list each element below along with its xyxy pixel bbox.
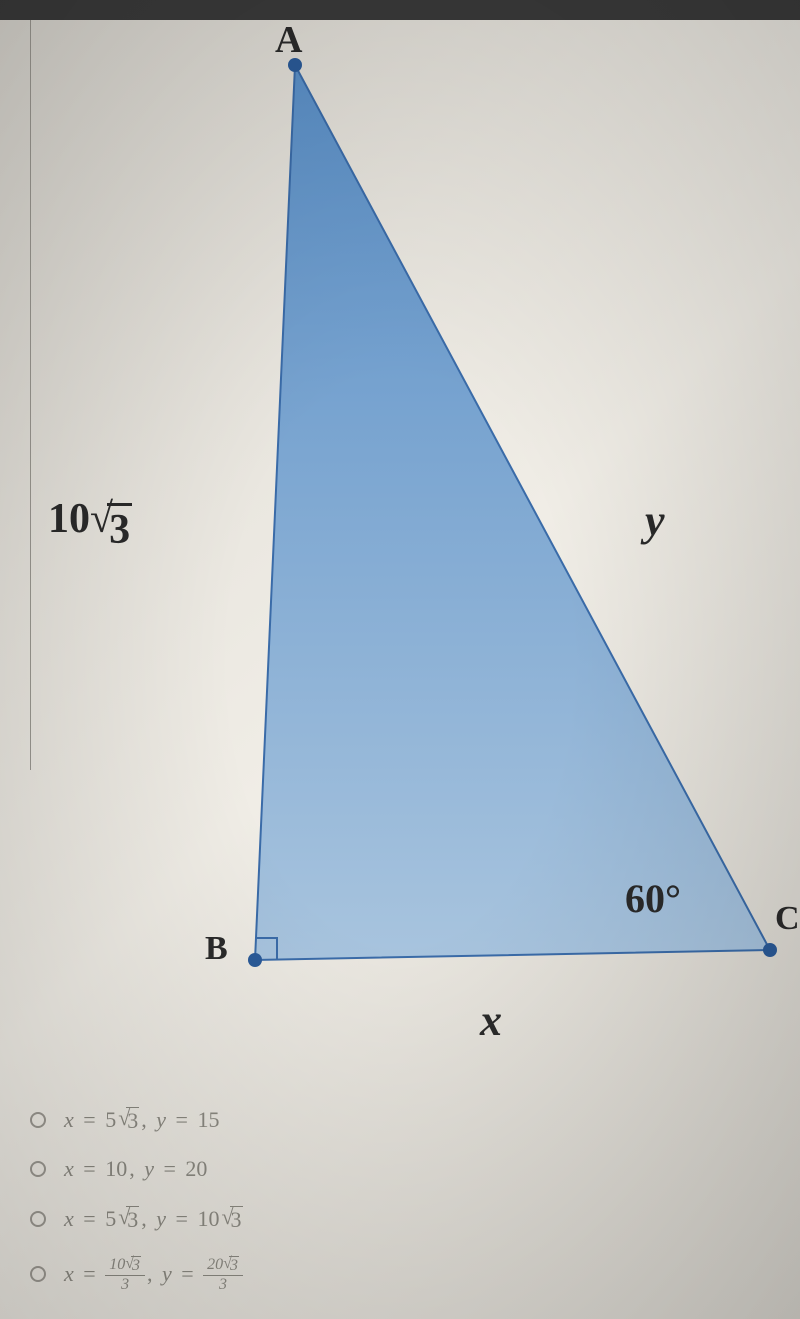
side-ab-label: 10√3	[48, 495, 132, 554]
answer-options: x = 5√3, y = 15 x = 10, y = 20 x = 5√3, …	[30, 1105, 530, 1315]
triangle-shape	[255, 65, 770, 960]
radio-icon	[30, 1211, 46, 1227]
answer-option-4[interactable]: x = 10√3 3 , y = 20√3 3	[30, 1255, 530, 1293]
side-bc-label: x	[480, 995, 502, 1046]
radio-icon	[30, 1266, 46, 1282]
radicand: 3	[107, 503, 132, 554]
triangle-diagram: A B C 10√3 y x 60°	[0, 20, 800, 1070]
vertex-label-a: A	[275, 18, 302, 62]
side-ac-label: y	[645, 495, 665, 546]
top-bar	[0, 0, 800, 20]
radio-icon	[30, 1161, 46, 1177]
option-2-text: x = 10, y = 20	[64, 1156, 207, 1182]
vertex-label-c: C	[775, 900, 800, 938]
radio-icon	[30, 1112, 46, 1128]
vertex-c-dot	[763, 943, 777, 957]
answer-option-1[interactable]: x = 5√3, y = 15	[30, 1105, 530, 1134]
option-3-text: x = 5√3, y = 10√3	[64, 1204, 243, 1233]
angle-c-label: 60°	[625, 875, 681, 922]
answer-option-2[interactable]: x = 10, y = 20	[30, 1156, 530, 1182]
vertex-label-b: B	[205, 930, 228, 968]
vertex-b-dot	[248, 953, 262, 967]
option-1-text: x = 5√3, y = 15	[64, 1105, 219, 1134]
side-ab-prefix: 10	[48, 496, 90, 542]
option-4-text: x = 10√3 3 , y = 20√3 3	[64, 1255, 243, 1293]
answer-option-3[interactable]: x = 5√3, y = 10√3	[30, 1204, 530, 1233]
